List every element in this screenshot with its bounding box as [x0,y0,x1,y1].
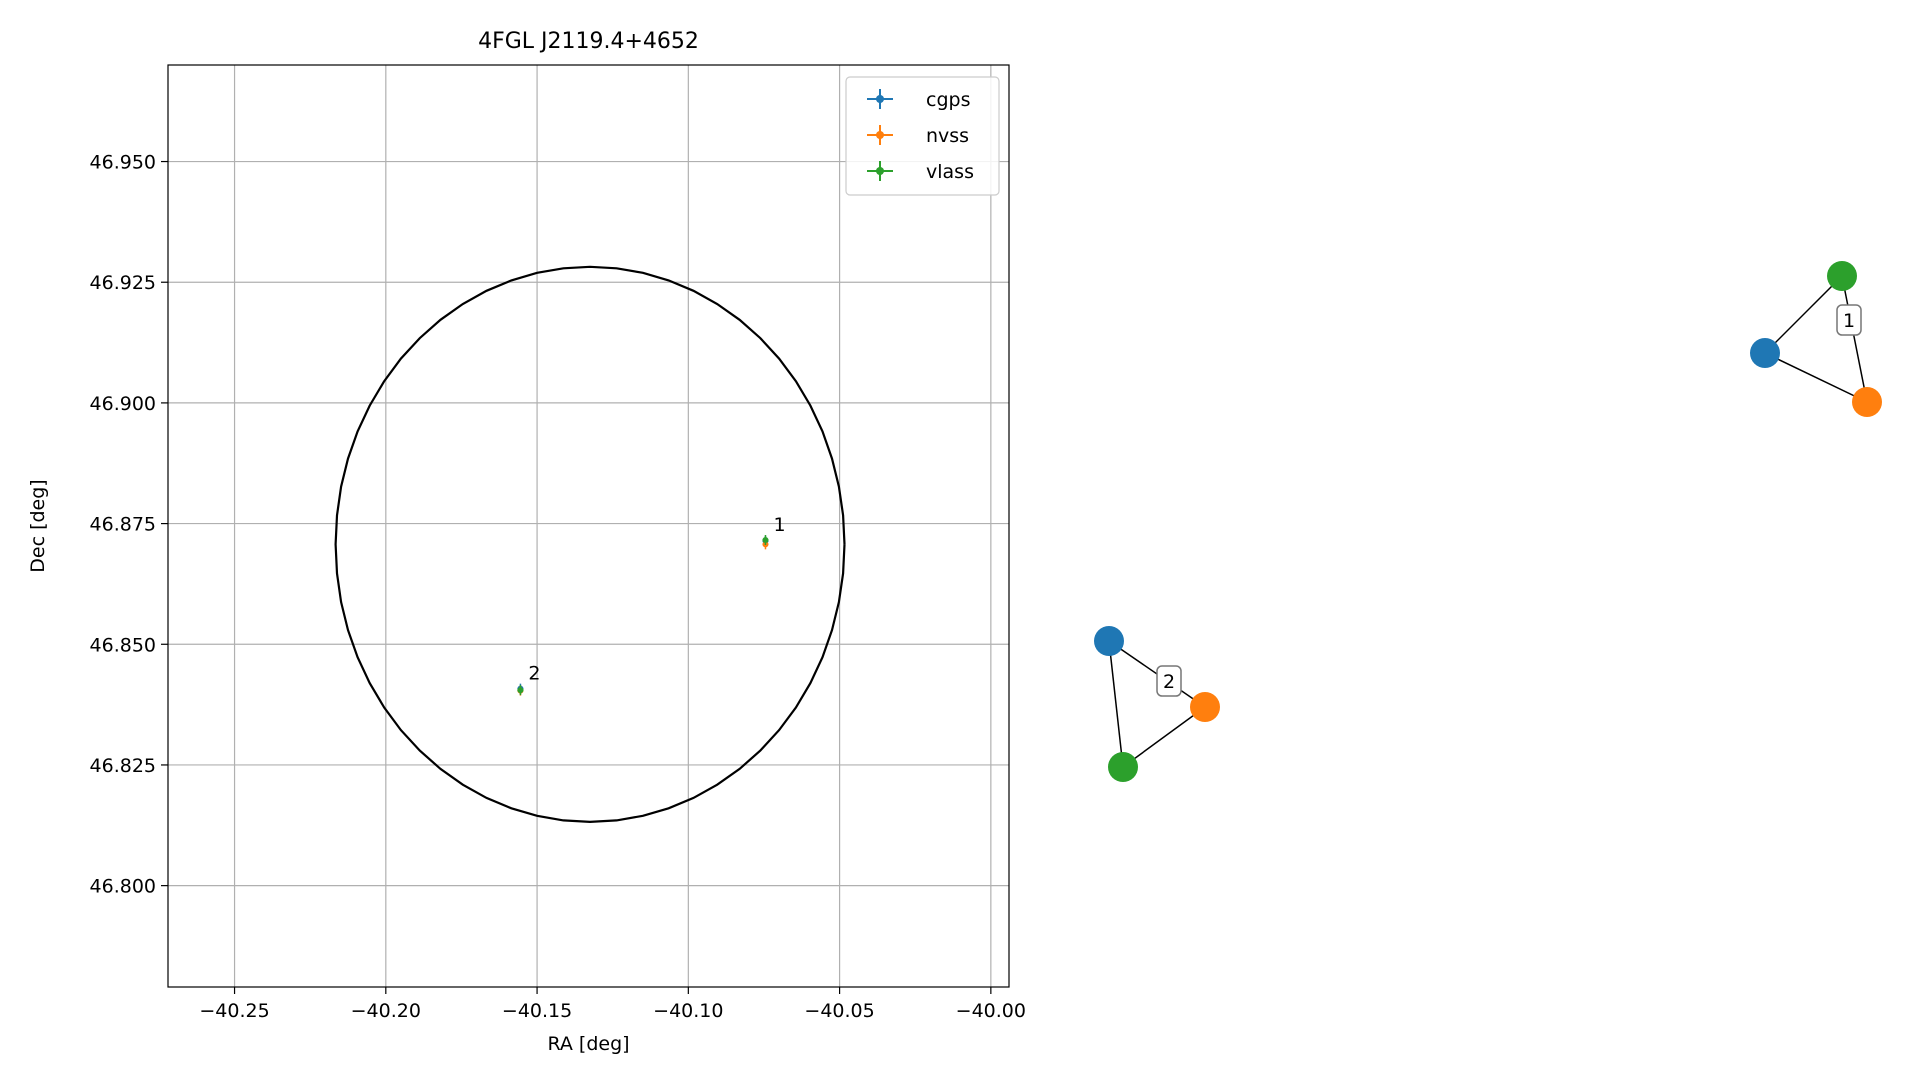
legend-label-vlass: vlass [926,161,974,183]
y-tick-label: 46.825 [90,755,156,777]
vlass-point [517,687,524,694]
x-tick-label: −40.25 [199,1000,269,1022]
cluster-2: 2 [1094,626,1220,782]
cgps-legend-marker [876,95,884,103]
nvss-legend-marker [876,131,884,139]
graph-edge [1108,640,1124,768]
graph-edge [1122,706,1206,768]
point-annotation: 1 [773,514,785,536]
plot-frame [167,64,1010,988]
y-axis-ticks: 46.800 46.825 46.850 46.875 46.900 46.925 46.9… [90,152,168,898]
legend-box [845,76,1000,196]
graph-node-vlass [1827,261,1857,291]
legend-label-cgps: cgps [926,89,970,111]
x-tick-label: −40.00 [956,1000,1026,1022]
cluster-graphs: 12 [1094,261,1882,782]
graph-edge [1841,275,1868,403]
chart-title: 4FGL J2119.4+4652 [478,29,699,54]
x-tick-label: −40.10 [653,1000,723,1022]
graph-edge [1764,352,1868,403]
y-tick-label: 46.800 [90,876,156,898]
y-tick-label: 46.925 [90,272,156,294]
vlass-legend-marker [876,167,884,175]
point-annotation: 2 [528,663,540,685]
localization-circle [334,265,846,824]
vlass-point [762,536,769,543]
x-axis-label: RA [deg] [547,1033,629,1055]
data-points [517,534,769,696]
x-axis-ticks: −40.25 −40.20 −40.15 −40.10 −40.05 −40.00 [199,987,1026,1022]
cluster-label-box [1156,665,1182,697]
cluster-label: 2 [1163,671,1175,693]
grid [168,65,1009,987]
x-tick-label: −40.15 [502,1000,572,1022]
cluster-label: 1 [1843,310,1855,332]
y-tick-label: 46.875 [90,514,156,536]
y-tick-label: 46.950 [90,152,156,174]
cluster-label-box [1836,304,1862,336]
legend: cgps nvss vlass [845,76,1000,196]
cluster-1: 1 [1750,261,1882,417]
graph-edge [1764,275,1843,354]
graph-node-nvss [1190,692,1220,722]
graph-node-cgps [1750,338,1780,368]
graph-node-vlass [1108,752,1138,782]
legend-label-nvss: nvss [926,125,969,147]
y-axis-label: Dec [deg] [27,479,49,572]
graph-node-cgps [1094,626,1124,656]
point-annotations: 12 [528,514,785,685]
y-tick-label: 46.850 [90,634,156,656]
x-tick-label: −40.20 [351,1000,421,1022]
y-tick-label: 46.900 [90,393,156,415]
error-circle [334,265,846,824]
graph-node-nvss [1852,387,1882,417]
x-tick-label: −40.05 [804,1000,874,1022]
